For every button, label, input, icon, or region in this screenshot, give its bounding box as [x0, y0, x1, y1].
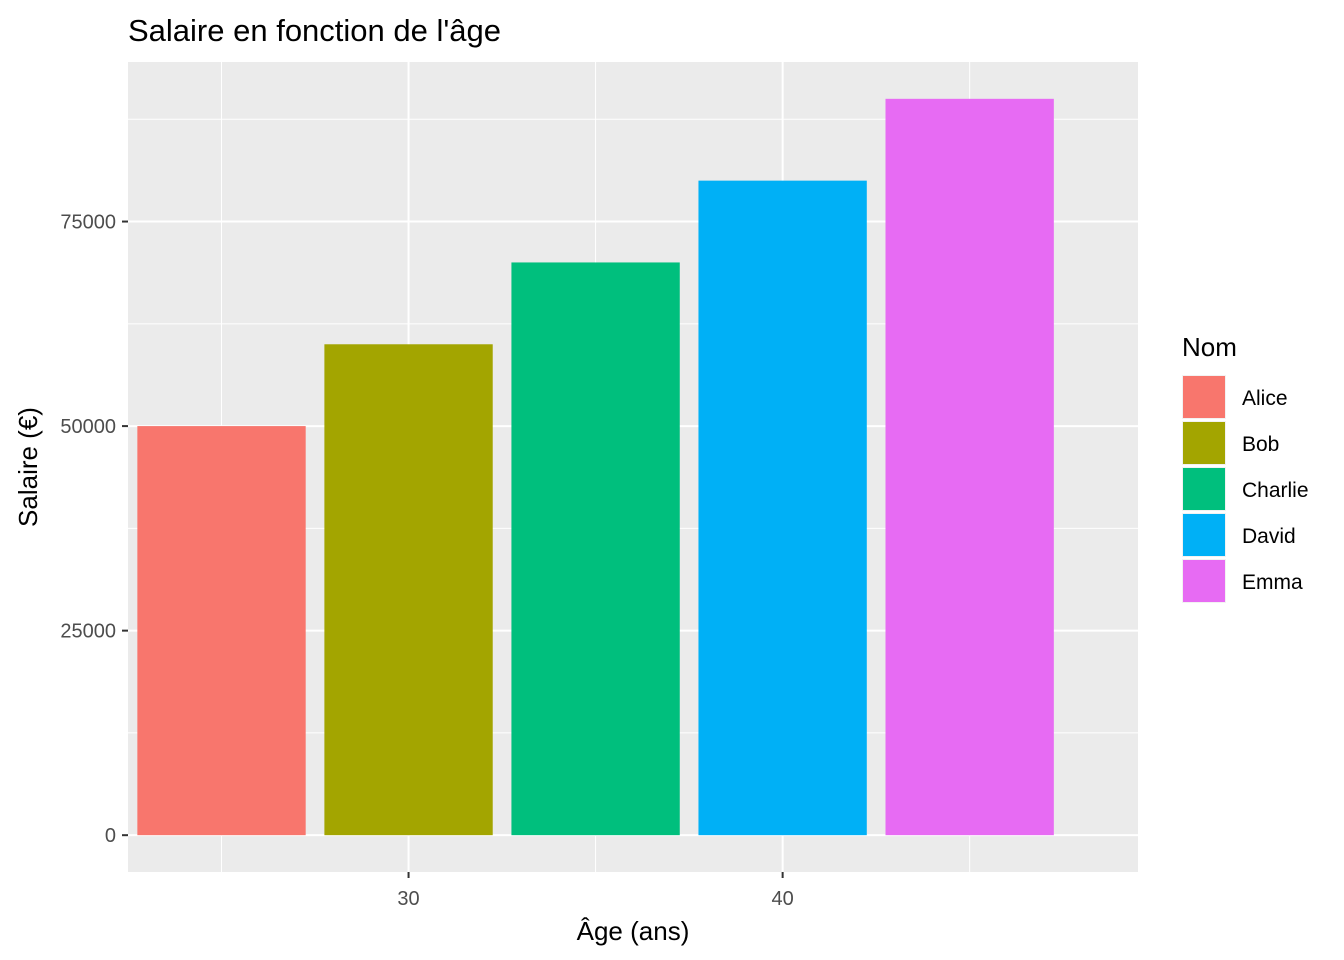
legend-title: Nom: [1182, 332, 1237, 362]
legend-swatch-bob: [1183, 422, 1225, 464]
y-tick-label: 0: [105, 825, 116, 847]
bar-emma: [885, 98, 1054, 836]
x-axis: 30 40: [397, 872, 794, 910]
legend-swatch-alice: [1183, 376, 1225, 418]
bar-alice: [137, 426, 306, 836]
legend-label-david: David: [1242, 525, 1296, 548]
legend-swatch-charlie: [1183, 468, 1225, 510]
x-axis-title: Âge (ans): [577, 916, 690, 946]
legend-label-alice: Alice: [1242, 387, 1288, 410]
bars: [137, 98, 1054, 836]
y-axis-title: Salaire (€): [13, 407, 43, 527]
legend-label-emma: Emma: [1242, 571, 1303, 594]
y-axis: 0 25000 50000 75000: [60, 212, 128, 847]
bar-charlie: [511, 262, 680, 836]
y-tick-label: 25000: [60, 621, 116, 643]
bar-bob: [324, 344, 493, 836]
legend-swatch-david: [1183, 514, 1225, 556]
legend-label-bob: Bob: [1242, 433, 1279, 456]
x-tick-label: 40: [772, 888, 794, 910]
legend: Nom Alice Bob Charlie David Emma: [1182, 332, 1309, 603]
legend-label-charlie: Charlie: [1242, 479, 1309, 502]
y-tick-label: 75000: [60, 212, 116, 234]
legend-items: Alice Bob Charlie David Emma: [1182, 375, 1309, 603]
chart-title: Salaire en fonction de l'âge: [128, 13, 501, 48]
x-tick-label: 30: [397, 888, 419, 910]
legend-swatch-emma: [1183, 560, 1225, 602]
y-tick-label: 50000: [60, 416, 116, 438]
bar-david: [698, 180, 867, 836]
